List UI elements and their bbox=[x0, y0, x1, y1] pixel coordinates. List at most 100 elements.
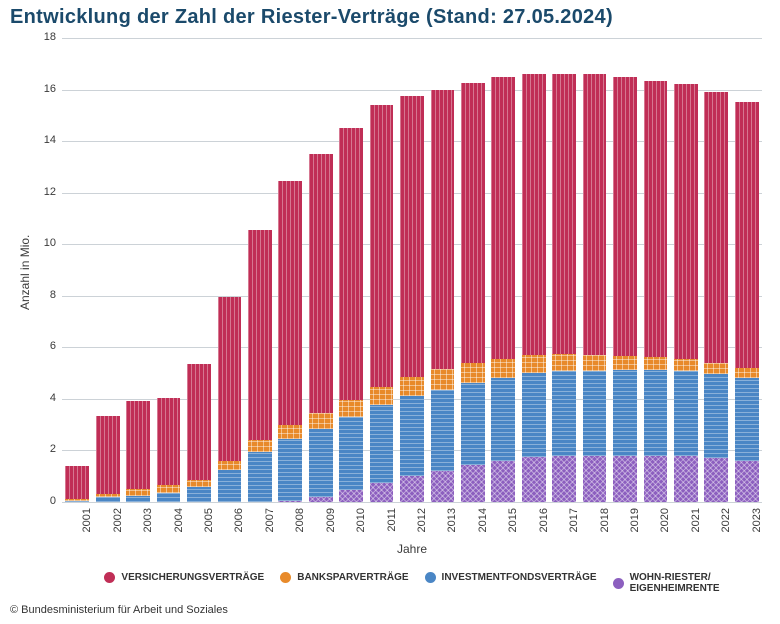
chart-bar-segment-versicherung bbox=[309, 154, 333, 413]
chart-y-tick: 12 bbox=[34, 186, 56, 198]
chart-bar-segment-invest bbox=[644, 370, 668, 456]
legend-label: WOHN-RIESTER/EIGENHEIMRENTE bbox=[630, 572, 720, 594]
chart-x-tick: 2006 bbox=[233, 508, 245, 540]
chart-footer-credit: © Bundesministerium für Arbeit und Sozia… bbox=[10, 604, 228, 616]
chart-bar-segment-invest bbox=[552, 371, 576, 456]
chart-x-tick: 2008 bbox=[294, 508, 306, 540]
chart-bar-segment-versicherung bbox=[218, 297, 242, 461]
chart-x-tick: 2009 bbox=[325, 508, 337, 540]
chart-bar-segment-bank bbox=[126, 489, 150, 495]
chart-bar-segment-invest bbox=[309, 429, 333, 497]
chart-bar bbox=[552, 74, 576, 502]
page-title: Entwicklung der Zahl der Riester-Verträg… bbox=[10, 6, 613, 29]
legend-swatch-icon bbox=[280, 572, 291, 583]
chart-bar-segment-versicherung bbox=[735, 102, 759, 368]
chart-bar-segment-wohn bbox=[613, 456, 637, 502]
chart-bar-segment-bank bbox=[461, 363, 485, 383]
chart-bar-segment-bank bbox=[552, 354, 576, 371]
chart-bar bbox=[491, 77, 515, 502]
chart-bar-segment-bank bbox=[491, 359, 515, 378]
chart-bar bbox=[613, 77, 637, 502]
chart-bar-segment-bank bbox=[431, 369, 455, 390]
chart-y-tick: 10 bbox=[34, 237, 56, 249]
chart-bar-segment-wohn bbox=[522, 457, 546, 502]
chart-x-tick: 2010 bbox=[355, 508, 367, 540]
chart-bar-segment-invest bbox=[400, 396, 424, 476]
chart-bar-segment-versicherung bbox=[370, 105, 394, 387]
chart-bar-segment-bank bbox=[339, 400, 363, 417]
chart-bar-segment-versicherung bbox=[278, 181, 302, 425]
chart-bar-segment-bank bbox=[400, 377, 424, 396]
chart-bar-segment-versicherung bbox=[339, 128, 363, 400]
chart-x-tick: 2012 bbox=[416, 508, 428, 540]
chart-bar bbox=[187, 364, 211, 502]
chart-bar-segment-versicherung bbox=[461, 83, 485, 363]
chart-bar bbox=[248, 230, 272, 502]
chart-y-tick: 4 bbox=[34, 392, 56, 404]
legend-item-invest: INVESTMENTFONDSVERTRÄGE bbox=[425, 572, 597, 583]
chart-bar-segment-versicherung bbox=[431, 90, 455, 370]
chart-bar bbox=[431, 90, 455, 502]
chart-bar-segment-versicherung bbox=[65, 466, 89, 500]
chart-bar-segment-invest bbox=[613, 370, 637, 456]
chart-bar bbox=[461, 83, 485, 502]
chart-bar-segment-invest bbox=[96, 497, 120, 502]
chart-x-tick: 2018 bbox=[599, 508, 611, 540]
chart-bar-segment-invest bbox=[218, 470, 242, 502]
chart-y-tick: 8 bbox=[34, 289, 56, 301]
chart-bar-segment-bank bbox=[278, 425, 302, 439]
chart-x-tick: 2001 bbox=[81, 508, 93, 540]
chart-bar-segment-wohn bbox=[552, 456, 576, 502]
chart-bar bbox=[400, 96, 424, 502]
chart-bar-segment-wohn bbox=[431, 471, 455, 502]
chart-bar bbox=[339, 128, 363, 502]
chart-bar-segment-invest bbox=[735, 378, 759, 460]
chart-bar-segment-invest bbox=[339, 417, 363, 490]
chart-x-tick: 2014 bbox=[477, 508, 489, 540]
chart-bar-segment-bank bbox=[309, 413, 333, 428]
chart-x-axis-label: Jahre bbox=[382, 542, 442, 556]
chart-bar-segment-versicherung bbox=[613, 77, 637, 356]
chart-bar-segment-bank bbox=[522, 355, 546, 373]
chart-x-tick: 2002 bbox=[112, 508, 124, 540]
chart-plot-area bbox=[62, 38, 762, 502]
chart-bar-segment-versicherung bbox=[491, 77, 515, 359]
chart-x-tick: 2003 bbox=[142, 508, 154, 540]
legend-item-bank: BANKSPARVERTRÄGE bbox=[280, 572, 408, 583]
chart-bar bbox=[65, 466, 89, 502]
chart-bar-segment-versicherung bbox=[157, 398, 181, 486]
chart-bar-segment-versicherung bbox=[96, 416, 120, 493]
chart-bar-segment-versicherung bbox=[400, 96, 424, 377]
chart-bar-segment-invest bbox=[278, 439, 302, 501]
chart-bar-segment-wohn bbox=[674, 456, 698, 502]
chart-bar bbox=[522, 74, 546, 502]
chart-bar-segment-versicherung bbox=[644, 81, 668, 358]
chart-legend: VERSICHERUNGSVERTRÄGEBANKSPARVERTRÄGEINV… bbox=[62, 572, 762, 594]
chart-bar-segment-versicherung bbox=[552, 74, 576, 354]
chart-bar-segment-bank bbox=[644, 357, 668, 370]
legend-swatch-icon bbox=[613, 578, 624, 589]
chart-bar bbox=[218, 297, 242, 502]
chart-bar-segment-bank bbox=[735, 368, 759, 378]
chart-bar bbox=[96, 416, 120, 502]
chart-y-tick: 2 bbox=[34, 443, 56, 455]
chart-y-tick: 14 bbox=[34, 134, 56, 146]
chart-bar-segment-wohn bbox=[735, 461, 759, 502]
chart-bar-segment-bank bbox=[157, 485, 181, 493]
chart-x-tick: 2007 bbox=[264, 508, 276, 540]
chart-bar-segment-versicherung bbox=[674, 84, 698, 358]
chart-bar-segment-wohn bbox=[309, 497, 333, 502]
chart-bar-segment-invest bbox=[157, 493, 181, 502]
chart-bar bbox=[583, 74, 607, 502]
chart-gridline bbox=[62, 38, 762, 39]
chart-bar bbox=[735, 102, 759, 502]
chart-bar-segment-bank bbox=[65, 499, 89, 500]
chart-bar-segment-wohn bbox=[278, 501, 302, 502]
chart-bar-segment-versicherung bbox=[522, 74, 546, 355]
legend-item-wohn: WOHN-RIESTER/EIGENHEIMRENTE bbox=[613, 572, 720, 594]
chart-bar-segment-invest bbox=[461, 383, 485, 464]
chart-bar bbox=[278, 181, 302, 502]
chart-bar-segment-versicherung bbox=[248, 230, 272, 440]
chart-bar-segment-invest bbox=[704, 374, 728, 458]
chart-bar-segment-bank bbox=[370, 387, 394, 405]
